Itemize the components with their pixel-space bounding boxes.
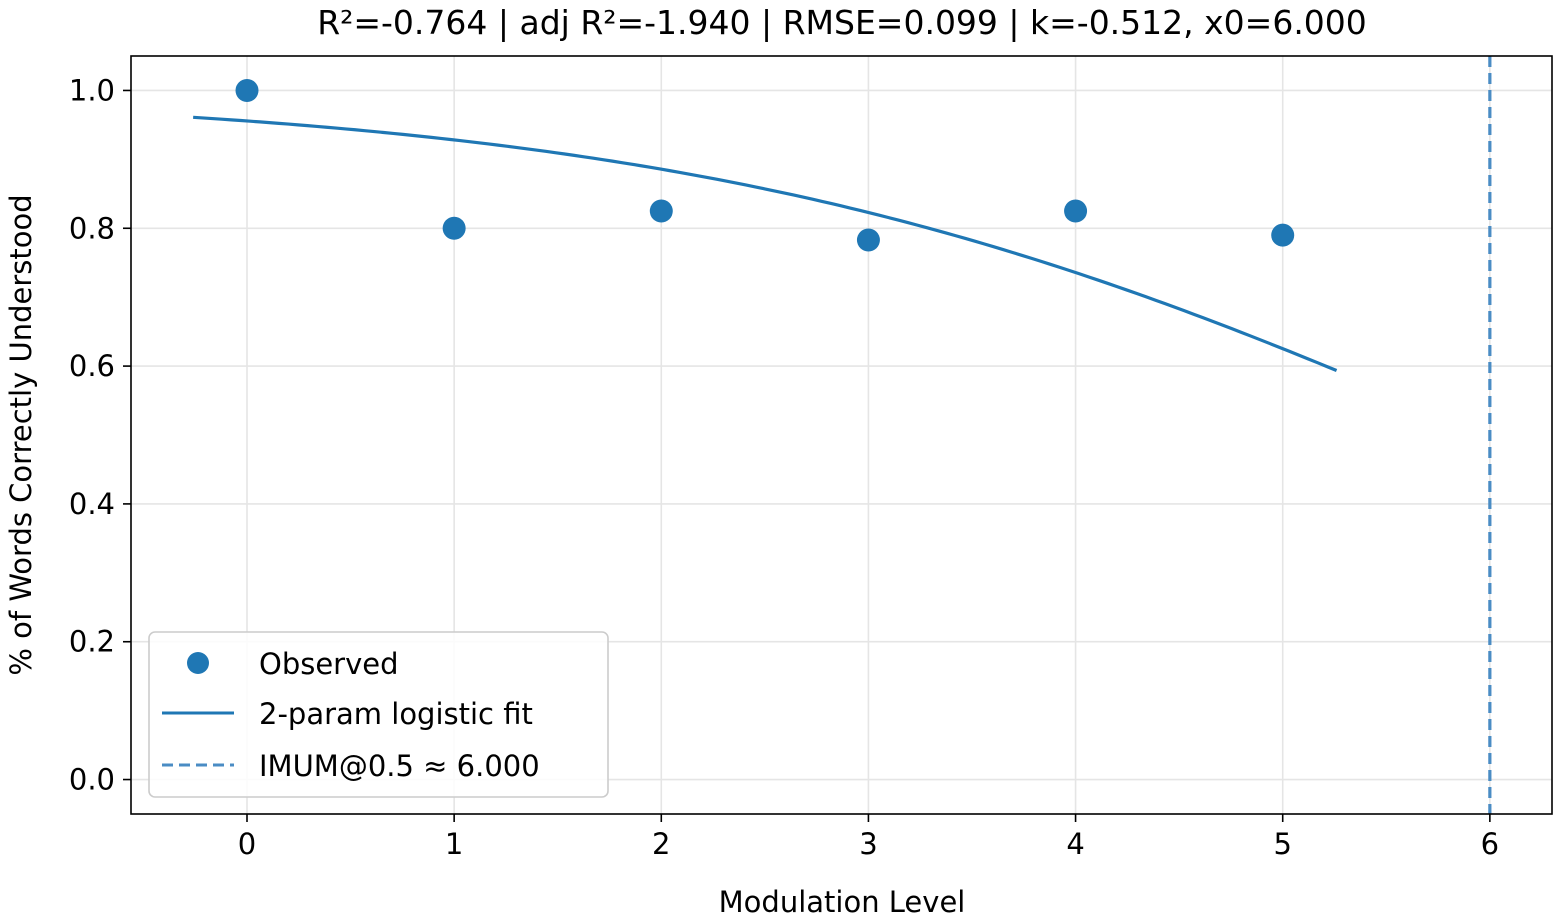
- x-axis-label: Modulation Level: [719, 885, 966, 917]
- observed-points: [235, 78, 1295, 252]
- fit-line: [193, 115, 1338, 372]
- legend-label-fit: 2-param logistic fit: [259, 697, 533, 731]
- y-tick-label: 1.0: [69, 73, 115, 107]
- observed-point: [1271, 223, 1295, 247]
- chart-title: R²=-0.764 | adj R²=-1.940 | RMSE=0.099 |…: [317, 3, 1367, 42]
- plot-frame: [130, 55, 1553, 815]
- observed-point: [649, 199, 673, 223]
- y-tick-label: 0.0: [69, 763, 115, 797]
- observed-point: [442, 216, 466, 240]
- x-tick-label: 2: [652, 827, 670, 861]
- grid: [131, 56, 1552, 814]
- x-tick-label: 5: [1273, 827, 1291, 861]
- legend-box: [148, 631, 609, 798]
- x-tick-label: 6: [1481, 827, 1499, 861]
- x-tick-label: 0: [238, 827, 256, 861]
- observed-point: [235, 78, 259, 102]
- y-tick-label: 0.4: [69, 487, 115, 521]
- y-tick-label: 0.2: [69, 625, 115, 659]
- fit-line-layer: [193, 115, 1338, 372]
- y-axis-ticks: 0.0 0.2 0.4 0.6 0.8 1.0: [69, 73, 131, 797]
- legend-label-observed: Observed: [259, 647, 399, 681]
- legend-label-imum: IMUM@0.5 ≈ 6.000: [259, 749, 540, 783]
- observed-point: [856, 228, 880, 252]
- legend-marker-observed: [187, 652, 209, 674]
- x-tick-label: 3: [859, 827, 877, 861]
- legend: Observed 2-param logistic fit IMUM@0.5 ≈…: [148, 631, 609, 798]
- x-axis-ticks: 0 1 2 3 4 5 6: [238, 814, 1499, 861]
- y-tick-label: 0.6: [69, 349, 115, 383]
- y-axis-label: % of Words Correctly Understood: [4, 194, 38, 675]
- x-tick-label: 1: [445, 827, 463, 861]
- y-tick-label: 0.8: [69, 211, 115, 245]
- x-tick-label: 4: [1066, 827, 1084, 861]
- observed-point: [1064, 199, 1088, 223]
